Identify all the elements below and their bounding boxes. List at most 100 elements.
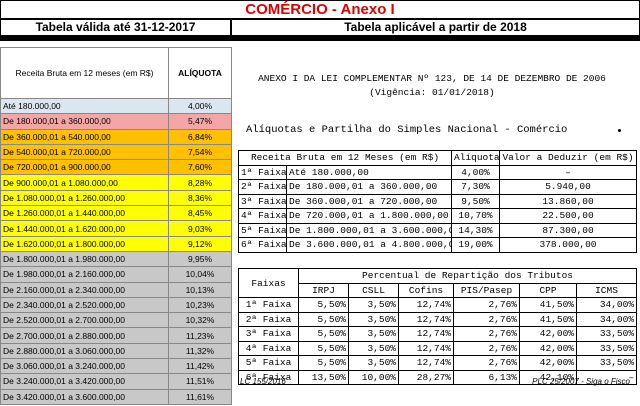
cell: 2,76% xyxy=(453,355,520,371)
cell: 3,50% xyxy=(348,355,399,371)
cell: 14,30% xyxy=(451,222,501,238)
table-row: De 360.000,01 a 540.000,00 6,84% xyxy=(0,128,232,145)
footer-right: PLC 25/2007 - Siga o Fisco xyxy=(532,377,630,386)
cell: 11,61% xyxy=(168,388,232,405)
cell: 33,50% xyxy=(575,326,638,342)
column-header: Alíquota xyxy=(451,150,501,166)
cell: 11,23% xyxy=(168,327,232,344)
cell: 8,28% xyxy=(168,174,232,191)
cell: 6ª Faixa xyxy=(238,237,287,253)
cell: De 1.260.000,01 a 1.440.000,00 xyxy=(0,205,169,222)
table-row: 1ª Faixa 5,50% 3,50% 12,74% 2,76% 41,50% 34,00… xyxy=(238,297,638,313)
cell: De 3.060.000,01 a 3.240.000,00 xyxy=(0,358,169,375)
cell: De 1.440.000,01 a 1.620.000,00 xyxy=(0,220,169,237)
cell: 3,50% xyxy=(348,297,399,313)
cell: 3,50% xyxy=(348,340,399,356)
cell: 87.300,00 xyxy=(499,222,638,238)
law-validity: (Vigência: 01/01/2018) xyxy=(369,87,495,98)
right-header: Tabela aplicável a partir de 2018 xyxy=(231,19,640,41)
faixas-header: Faixas xyxy=(238,268,299,298)
cell: 6,13% xyxy=(453,369,520,385)
cell: De 2.340.000,01 a 2.520.000,00 xyxy=(0,296,169,314)
column-header: CSLL xyxy=(348,282,399,298)
cell: 10,04% xyxy=(168,266,232,283)
column-header: ALÍQUOTA xyxy=(168,47,232,99)
cell: De 540.000,01 a 720.000,00 xyxy=(0,143,169,161)
cell: 13.860,00 xyxy=(499,193,638,209)
cell: 11,51% xyxy=(168,373,232,390)
cell: 42,00% xyxy=(519,340,577,356)
cell: 11,42% xyxy=(168,358,232,375)
cell: 3ª Faixa xyxy=(238,326,299,342)
cell: 2,76% xyxy=(453,297,520,313)
cell: 3ª Faixa xyxy=(238,193,287,209)
header-row: Faixas Percentual de Repartição dos Tribu… xyxy=(238,268,638,298)
table-row: De 3.420.000,01 a 3.600.000,00 11,61% xyxy=(0,388,232,405)
table-row: De 3.240.000,01 a 3.420.000,00 11,51% xyxy=(0,373,232,390)
table-row: De 2.700.000,01 a 2.880.000,00 11,23% xyxy=(0,327,232,344)
cell: De 180.000,01 a 360.000,00 xyxy=(285,179,453,195)
cell: 9,50% xyxy=(451,193,501,209)
cell: De 720.000,01 a 1.800.000,00 xyxy=(285,208,453,224)
cell: 4,00% xyxy=(451,164,501,180)
cell: 9,12% xyxy=(168,235,232,252)
cell: 10,32% xyxy=(168,312,232,329)
cell: 42,00% xyxy=(519,355,577,371)
column-header: CPP xyxy=(519,282,577,298)
table-row: 3ª Faixa 5,50% 3,50% 12,74% 2,76% 42,00% 33,50… xyxy=(238,326,638,342)
cell: De 1.080.000,01 a 1.260.000,00 xyxy=(0,189,169,207)
cell: 10,70% xyxy=(451,208,501,224)
cell: 2ª Faixa xyxy=(238,179,287,195)
cell: 2,76% xyxy=(453,340,520,356)
left-table: Receita Bruta em 12 meses (em R$) ALÍQUOT… xyxy=(0,47,232,405)
cell: 5,50% xyxy=(298,340,349,356)
cell: De 1.800.000,01 a 3.600.000,00 xyxy=(285,222,453,238)
cell: 6ª Faixa xyxy=(238,369,299,385)
table-row: De 1.440.000,01 a 1.620.000,00 9,03% xyxy=(0,220,232,237)
cell: 34,00% xyxy=(575,297,638,313)
group-header: Percentual de Repartição dos Tributos xyxy=(297,268,638,284)
cell: Até 180.000,00 xyxy=(285,164,453,180)
cell: 6,84% xyxy=(168,128,232,145)
cell: 7,54% xyxy=(168,143,232,161)
cell: 9,95% xyxy=(168,250,232,268)
column-header: Receita Bruta em 12 meses (em R$) xyxy=(0,47,169,99)
header-row: IRPJ CSLL Cofins PIS/Pasep CPP ICMS xyxy=(239,282,638,298)
cell: 7,30% xyxy=(451,179,501,195)
table-row: 2ª Faixa De 180.000,01 a 360.000,00 7,30% 5… xyxy=(238,179,638,195)
table-row: 6ª Faixa De 3.600.000,01 a 4.800.000,00 19… xyxy=(238,237,638,253)
footer-left: LC 155/2016 xyxy=(240,377,286,386)
table-row: De 2.160.000,01 a 2.340.000,00 10,13% xyxy=(0,281,232,298)
cell: De 360.000,01 a 540.000,00 xyxy=(0,128,169,145)
cell: 2ª Faixa xyxy=(238,311,299,327)
cell: De 2.880.000,01 a 3.060.000,00 xyxy=(0,342,169,360)
cell: De 720.000,01 a 900.000,00 xyxy=(0,159,169,176)
cell: 42,10% xyxy=(519,369,577,385)
cell: De 3.600.000,01 a 4.800.000,00 xyxy=(285,237,453,253)
page-title: COMÉRCIO - Anexo I xyxy=(0,0,640,19)
cell: 12,74% xyxy=(398,355,454,371)
header-row: Receita Bruta em 12 Meses (em R$) Alíquot… xyxy=(237,150,638,166)
cell: – xyxy=(575,369,638,385)
left-header: Tabela válida até 31-12-2017 xyxy=(0,19,231,41)
cell: 19,00% xyxy=(451,237,501,253)
cell: De 1.800.000,01 a 1.980.000,00 xyxy=(0,250,169,268)
cell: – xyxy=(499,164,638,180)
cell: 1ª Faixa xyxy=(238,164,287,180)
table-row: De 1.800.000,01 a 1.980.000,00 9,95% xyxy=(0,250,232,268)
table-row: De 1.080.000,01 a 1.260.000,00 8,36% xyxy=(0,189,232,207)
bullet xyxy=(618,129,621,132)
law-heading: ANEXO I DA LEI COMPLEMENTAR Nº 123, DE 1… xyxy=(232,72,632,100)
law-title: ANEXO I DA LEI COMPLEMENTAR Nº 123, DE 1… xyxy=(258,73,606,84)
cell: 12,74% xyxy=(398,311,454,327)
cell: 3,50% xyxy=(348,311,399,327)
table-row: 4ª Faixa 5,50% 3,50% 12,74% 2,76% 42,00% 33,50… xyxy=(238,340,638,356)
cell: 5,47% xyxy=(168,113,232,130)
cell: 378.000,00 xyxy=(499,237,638,253)
cell: 33,50% xyxy=(575,355,638,371)
column-header: Receita Bruta em 12 Meses (em R$) xyxy=(237,150,453,166)
cell: 10,13% xyxy=(168,281,232,298)
cell: 5ª Faixa xyxy=(238,222,287,238)
cell: De 900.000,01 a 1.080.000,00 xyxy=(0,174,169,191)
cell: 10,00% xyxy=(348,369,399,385)
